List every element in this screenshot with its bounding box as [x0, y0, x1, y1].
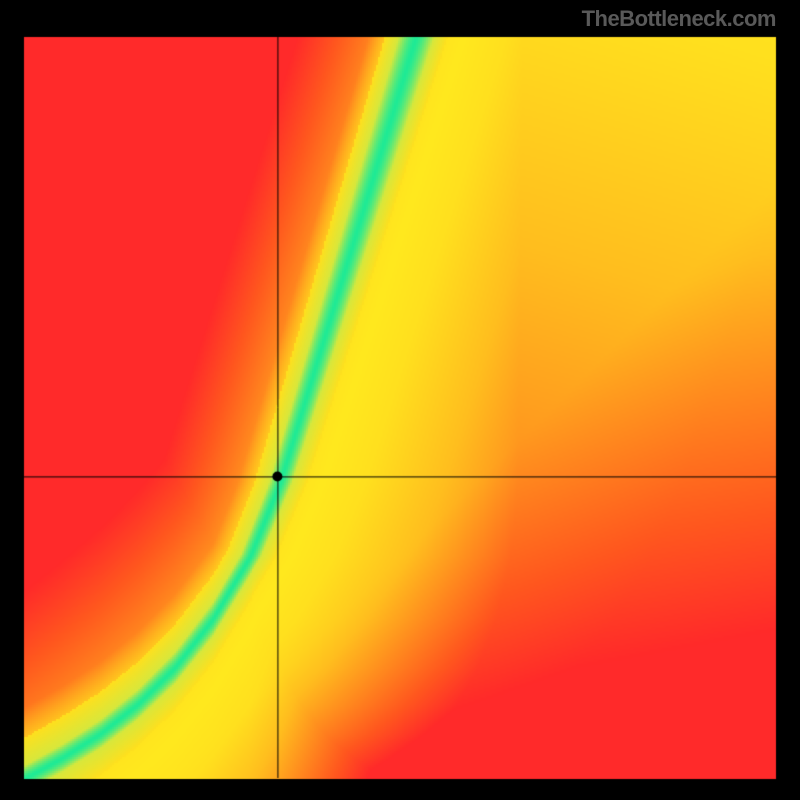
- chart-container: TheBottleneck.com: [0, 0, 800, 800]
- watermark-text: TheBottleneck.com: [582, 6, 776, 32]
- bottleneck-heatmap-canvas: [0, 0, 800, 800]
